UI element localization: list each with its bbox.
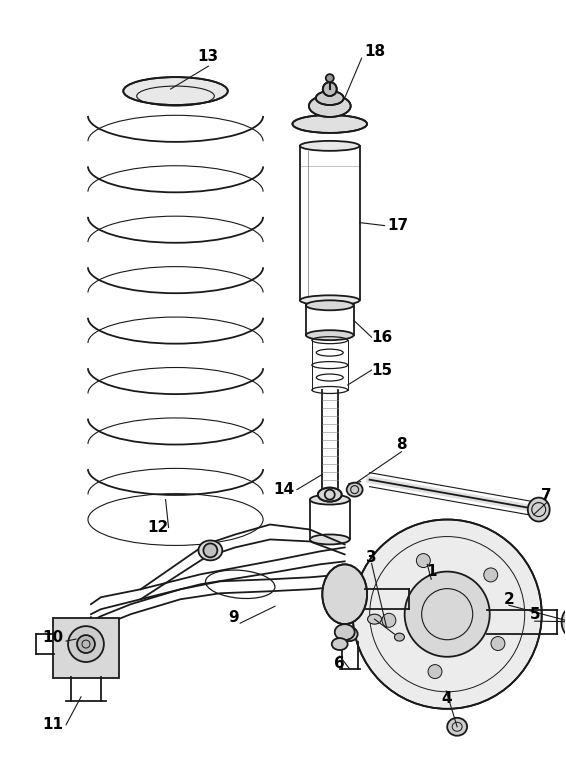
Circle shape [491,636,505,651]
Text: 7: 7 [542,488,552,503]
Text: 17: 17 [387,218,408,233]
Ellipse shape [293,115,367,133]
Text: 16: 16 [371,329,392,345]
Ellipse shape [367,615,381,624]
Text: 15: 15 [371,363,392,377]
Ellipse shape [316,91,344,105]
Ellipse shape [318,488,342,502]
Text: 10: 10 [42,629,64,645]
Ellipse shape [309,95,351,117]
Text: 14: 14 [273,482,294,497]
Ellipse shape [342,627,358,641]
Ellipse shape [347,482,363,496]
Text: 9: 9 [228,610,238,625]
FancyBboxPatch shape [53,618,119,678]
Text: 4: 4 [441,691,452,707]
Text: 5: 5 [529,607,540,621]
Text: 3: 3 [366,550,377,565]
Circle shape [484,568,498,582]
Ellipse shape [310,534,350,544]
Ellipse shape [395,633,404,641]
Circle shape [68,626,104,662]
Ellipse shape [306,330,354,340]
Text: 12: 12 [147,520,168,535]
Circle shape [405,571,490,657]
Text: 8: 8 [396,438,407,452]
Circle shape [203,543,217,557]
Ellipse shape [332,638,348,650]
Text: 1: 1 [426,564,436,579]
Circle shape [323,82,337,96]
Ellipse shape [561,608,566,637]
Ellipse shape [300,141,359,151]
Circle shape [428,665,442,679]
Circle shape [382,613,396,627]
Text: 2: 2 [504,592,514,607]
Ellipse shape [528,498,550,522]
Text: 6: 6 [335,656,345,672]
Circle shape [77,635,95,653]
Ellipse shape [447,718,467,736]
Ellipse shape [310,495,350,505]
Ellipse shape [322,564,367,624]
Circle shape [417,553,430,567]
Text: 18: 18 [364,44,385,59]
Ellipse shape [300,295,359,305]
Ellipse shape [335,624,355,640]
Circle shape [326,74,334,82]
Ellipse shape [199,540,222,560]
Text: 11: 11 [42,717,63,732]
Ellipse shape [306,301,354,310]
Text: 13: 13 [198,49,219,63]
Ellipse shape [123,77,228,105]
Circle shape [353,519,542,709]
